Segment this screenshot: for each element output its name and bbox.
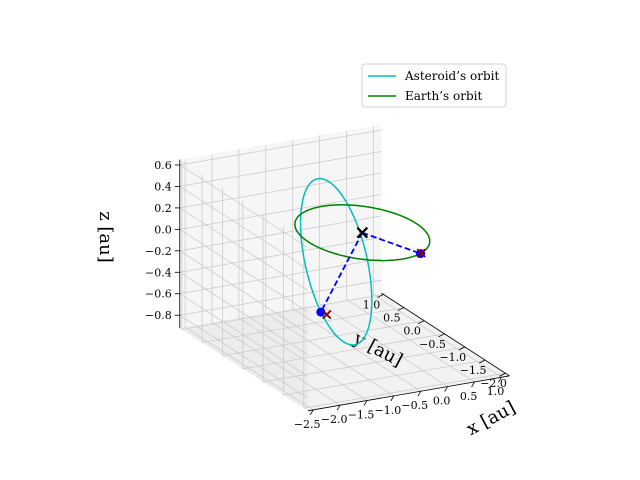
z-tick-label: −0.8 [145,309,172,322]
legend: Asteroid’s orbit Earth’s orbit [361,63,507,108]
x-tick-label: 0.0 [433,395,451,408]
earth-x-marker-stroke-b [416,248,426,258]
y-tick [397,307,405,311]
x-tick-label: −0.5 [401,399,428,412]
y-tick [377,294,384,298]
grid-line-y [181,160,384,330]
y-tick [478,359,486,364]
y-tick-label: −1.5 [460,364,487,377]
y-tick [417,320,425,325]
z-tick-label: −0.2 [145,245,172,258]
x-tick-label: −2.0 [321,413,348,426]
asteroid-position [316,307,326,317]
y-tick-label: 0.0 [403,325,421,338]
x-axis-line [307,375,510,412]
y-tick [438,333,445,338]
x-tick-label: 0.5 [460,390,478,403]
sun-earth-line [361,231,421,255]
x-tick-label: 1.0 [487,385,505,398]
grid-line-x [238,149,368,401]
x-tick [417,391,422,397]
x-tick [336,404,341,411]
position-markers [316,226,426,320]
grid-line-x [292,140,422,392]
y-tick-label: −0.5 [419,338,446,351]
x-tick [309,409,314,416]
legend-label-1: Earth’s orbit [405,89,482,103]
x-tick [498,377,502,383]
z-tick-label: 0.2 [154,202,172,215]
x-tick-label: −1.5 [348,409,375,422]
x-tick-label: −2.5 [294,418,321,431]
z-tick-label: −0.6 [145,288,172,301]
x-tick [363,400,368,406]
x-axis-label: x [au] [463,397,519,440]
y-tick [458,346,465,351]
y-tick-label: 0.5 [383,312,401,325]
grid-line-y [242,200,445,370]
y-tick-label: −1.0 [439,351,466,364]
grid-line-x [211,154,341,406]
tick-labels: −2.5 −2.0 −1.5 −1.0 −0.5 0.0 0.5 1.01.00.50.0−0… [145,159,507,431]
grid-line-y [282,226,486,396]
legend-label-0: Asteroid’s orbit [404,69,499,83]
z-tick-label: 0.6 [154,159,172,172]
x-tick-label: −1.0 [375,404,402,417]
x-tick [390,395,395,402]
asteroid-x-marker-stroke-b [322,309,332,320]
sun [356,226,369,239]
z-axis-label: z [au] [95,211,116,263]
sun-asteroid-line [320,232,364,313]
y-tick [499,372,506,377]
orbit-line-asteroid-s-orbit [299,177,373,346]
z-tick-label: 0.0 [154,223,172,236]
grid-line-y [303,239,506,409]
axes-panes [179,124,510,411]
x-tick [471,381,475,388]
grid-line-x [346,130,475,383]
grid-line-x [265,144,395,397]
sun-stroke-b [356,226,369,239]
right-back-pane [179,124,382,329]
grid-line-y [262,213,465,383]
z-tick-label: −0.4 [145,266,172,279]
y-tick-label: −2.0 [480,377,507,390]
grid-line-y [201,174,404,343]
axis-lines [179,159,510,412]
legend-box [361,63,507,108]
z-tick-label: 0.4 [154,180,172,193]
y-axis-line [381,292,510,377]
earth-x-marker [416,248,426,258]
x-tick [444,386,449,392]
asteroid-x-marker [322,309,332,320]
grid-line-x [184,158,314,411]
grid-line-x [319,135,448,387]
